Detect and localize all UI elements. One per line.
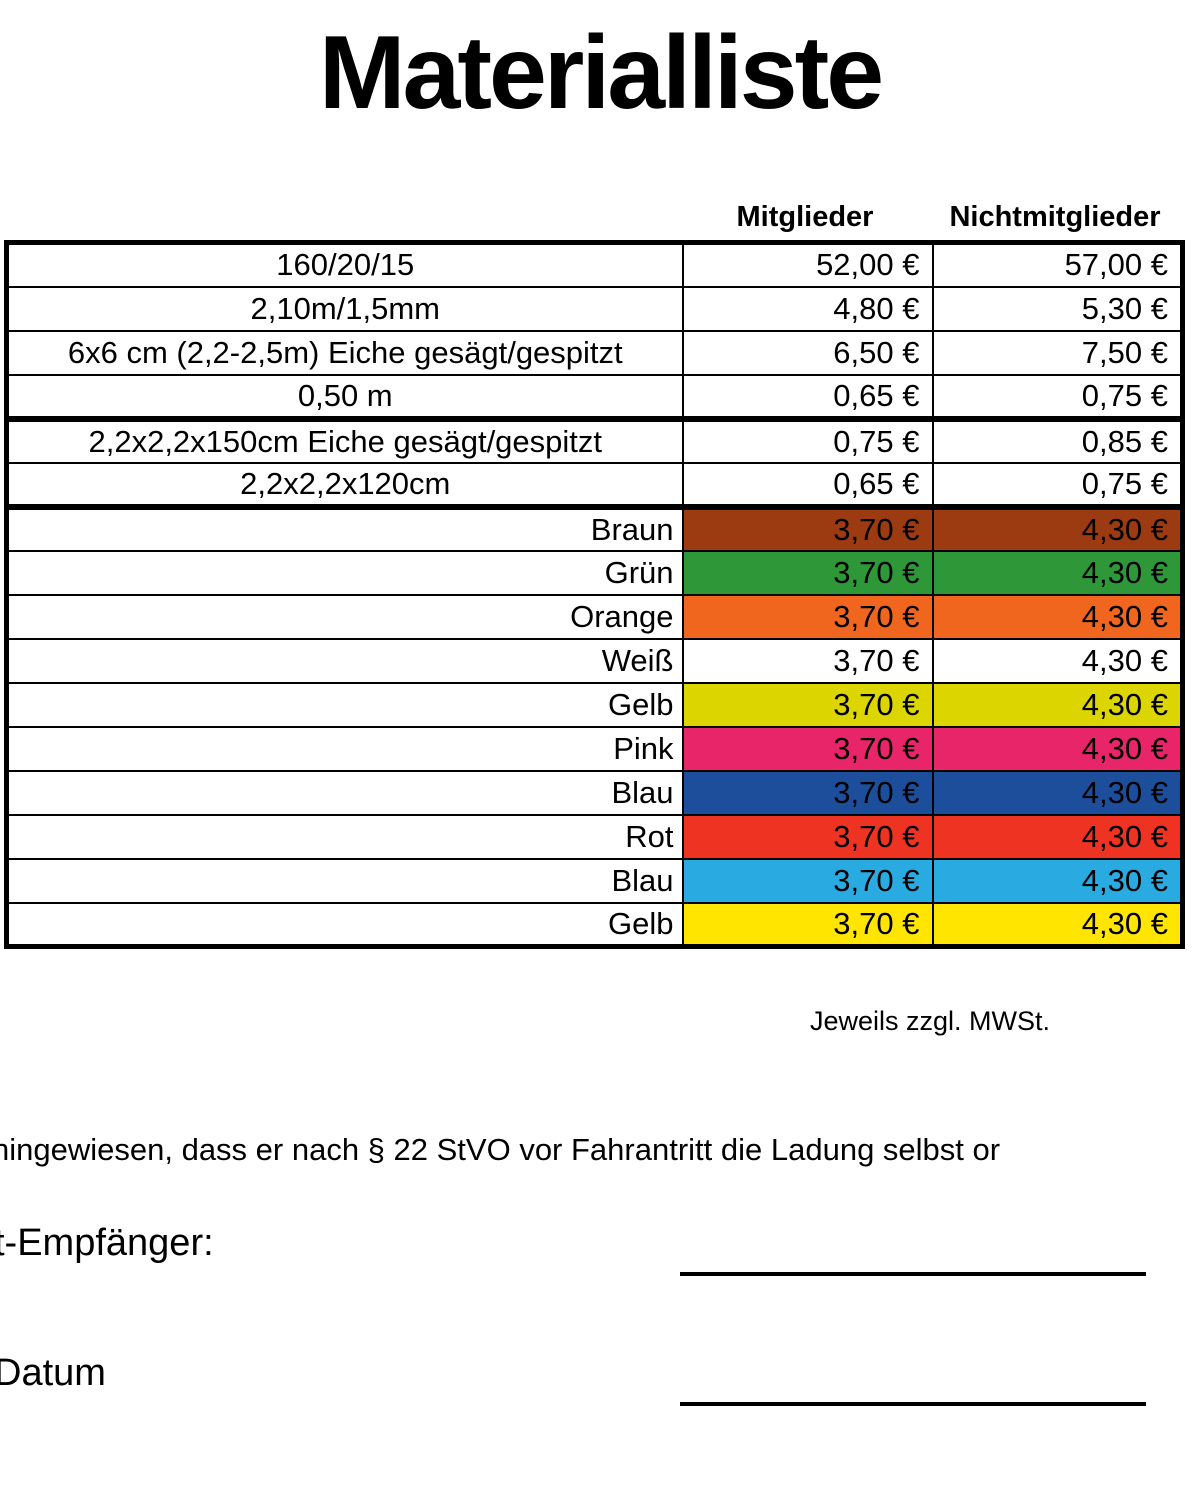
table-row: Blau 3,70 € 4,30 € (5, 769, 1184, 816)
item-label: Weiß (5, 637, 684, 684)
item-label: Braun (5, 505, 684, 552)
mitglieder-price: 3,70 € (681, 681, 934, 728)
table-row: Gelb 3,70 € 4,30 € (5, 681, 1184, 728)
item-label: Blau (5, 769, 684, 816)
mitglieder-price: 3,70 € (681, 725, 934, 772)
table-row: 2,2x2,2x120cm 0,65 € 0,75 € (5, 461, 1184, 510)
item-label: 2,10m/1,5mm (5, 285, 684, 332)
price-table: 160/20/15 52,00 € 57,00 € 2,10m/1,5mm 4,… (4, 240, 1185, 949)
mitglieder-price: 52,00 € (681, 241, 934, 288)
mitglieder-price: 4,80 € (681, 285, 934, 332)
table-row: Weiß 3,70 € 4,30 € (5, 637, 1184, 684)
nichtmitglieder-price: 4,30 € (931, 725, 1184, 772)
mitglieder-price: 0,65 € (681, 461, 934, 510)
nichtmitglieder-price: 0,85 € (931, 417, 1184, 464)
mitglieder-price: 0,65 € (681, 373, 934, 422)
mitglieder-price: 6,50 € (681, 329, 934, 376)
item-label: Orange (5, 593, 684, 640)
item-label: 2,2x2,2x150cm Eiche gesägt/gespitzt (5, 417, 684, 464)
mitglieder-price: 3,70 € (681, 813, 934, 860)
col-header-nichtmitglieder: Nichtmitglieder (949, 201, 1161, 233)
nichtmitglieder-price: 7,50 € (931, 329, 1184, 376)
mitglieder-price: 3,70 € (681, 769, 934, 816)
table-column-headers: Mitglieder Nichtmitglieder (4, 198, 1180, 236)
recipient-label: t-Empfänger: (0, 1222, 214, 1264)
nichtmitglieder-price: 4,30 € (931, 769, 1184, 816)
col-header-mitglieder: Mitglieder (736, 201, 874, 233)
table-row: Gelb 3,70 € 4,30 € (5, 901, 1184, 948)
table-row: Grün 3,70 € 4,30 € (5, 549, 1184, 596)
nichtmitglieder-price: 0,75 € (931, 373, 1184, 422)
page-title: Materialliste (318, 15, 884, 131)
table-row: Rot 3,70 € 4,30 € (5, 813, 1184, 860)
stvo-notice: hingewiesen, dass er nach § 22 StVO vor … (0, 1132, 1001, 1167)
table-row: 160/20/15 52,00 € 57,00 € (5, 241, 1184, 288)
item-label: 160/20/15 (5, 241, 684, 288)
item-label: Blau (5, 857, 684, 904)
table-row: Braun 3,70 € 4,30 € (5, 505, 1184, 552)
item-label: 6x6 cm (2,2-2,5m) Eiche gesägt/gespitzt (5, 329, 684, 376)
mitglieder-price: 3,70 € (681, 901, 934, 948)
nichtmitglieder-price: 4,30 € (931, 813, 1184, 860)
table-row: Pink 3,70 € 4,30 € (5, 725, 1184, 772)
table-row: 6x6 cm (2,2-2,5m) Eiche gesägt/gespitzt … (5, 329, 1184, 376)
item-label: Gelb (5, 681, 684, 728)
item-label: Rot (5, 813, 684, 860)
nichtmitglieder-price: 4,30 € (931, 637, 1184, 684)
nichtmitglieder-price: 4,30 € (931, 681, 1184, 728)
table-row: Orange 3,70 € 4,30 € (5, 593, 1184, 640)
mitglieder-price: 0,75 € (681, 417, 934, 464)
nichtmitglieder-price: 4,30 € (931, 857, 1184, 904)
nichtmitglieder-price: 4,30 € (931, 593, 1184, 640)
table-row: Blau 3,70 € 4,30 € (5, 857, 1184, 904)
mitglieder-price: 3,70 € (681, 505, 934, 552)
table-row: 0,50 m 0,65 € 0,75 € (5, 373, 1184, 422)
date-signature-line (680, 1402, 1146, 1406)
table-row: 2,2x2,2x150cm Eiche gesägt/gespitzt 0,75… (5, 417, 1184, 464)
mitglieder-price: 3,70 € (681, 593, 934, 640)
nichtmitglieder-price: 5,30 € (931, 285, 1184, 332)
vat-note: Jeweils zzgl. MWSt. (809, 1006, 1051, 1036)
nichtmitglieder-price: 4,30 € (931, 901, 1184, 948)
nichtmitglieder-price: 4,30 € (931, 549, 1184, 596)
date-label: Datum (0, 1352, 106, 1394)
header-spacer (4, 198, 680, 236)
recipient-signature-line (680, 1272, 1146, 1276)
price-table-body: 160/20/15 52,00 € 57,00 € 2,10m/1,5mm 4,… (5, 241, 1184, 948)
table-row: 2,10m/1,5mm 4,80 € 5,30 € (5, 285, 1184, 332)
item-label: Gelb (5, 901, 684, 948)
mitglieder-price: 3,70 € (681, 549, 934, 596)
item-label: Grün (5, 549, 684, 596)
item-label: Pink (5, 725, 684, 772)
nichtmitglieder-price: 4,30 € (931, 505, 1184, 552)
nichtmitglieder-price: 57,00 € (931, 241, 1184, 288)
nichtmitglieder-price: 0,75 € (931, 461, 1184, 510)
mitglieder-price: 3,70 € (681, 637, 934, 684)
item-label: 0,50 m (5, 373, 684, 422)
item-label: 2,2x2,2x120cm (5, 461, 684, 510)
mitglieder-price: 3,70 € (681, 857, 934, 904)
